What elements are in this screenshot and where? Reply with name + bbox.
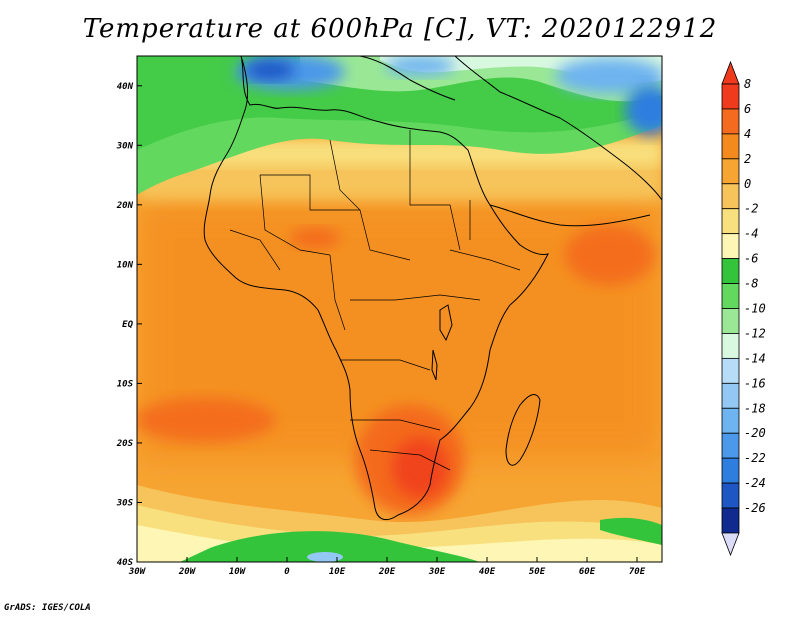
lon-tick-label: 20E (378, 567, 396, 577)
colorbar-label: -16 (744, 376, 766, 390)
colorbar-swatch (721, 507, 740, 534)
lon-tick-label: 60E (579, 567, 596, 577)
colorbar-label: 4 (744, 127, 751, 141)
colorbar-swatch (721, 308, 740, 334)
colorbar-swatch (721, 382, 740, 409)
colorbar-label: -18 (744, 401, 766, 415)
plot-frame (136, 55, 663, 563)
colorbar-swatch (721, 283, 740, 309)
colorbar-swatch (721, 407, 740, 434)
colorbar-label: -2 (744, 202, 758, 216)
colorbar-label: -10 (744, 302, 766, 316)
colorbar-swatch (721, 357, 740, 384)
colorbar-label: -14 (744, 351, 766, 365)
colorbar-swatch (721, 432, 740, 459)
colorbar-label: 0 (744, 177, 751, 191)
colorbar-label: -26 (744, 501, 766, 515)
colorbar-swatch (721, 133, 740, 160)
colorbar-arrow-top (721, 60, 740, 85)
lat-tick-label: 20S (116, 439, 134, 449)
colorbar-swatch (721, 83, 740, 110)
colorbar-label: 6 (744, 102, 751, 116)
lat-tick-label: 40N (117, 82, 134, 92)
lon-tick-label: 40E (479, 567, 496, 577)
lon-tick-label: 30E (428, 567, 446, 577)
lon-tick-label: 20W (178, 567, 197, 577)
lat-tick-label: 10N (117, 260, 134, 270)
lat-tick-label: 30N (116, 141, 134, 151)
colorbar-label: -22 (744, 451, 766, 465)
colorbar: 8 6 4 2 0 -2 -4 -6 -8 -10 -12 -14 -16 -18 -20 -22 -24 -26 (721, 60, 766, 557)
lat-tick-label: 40S (117, 558, 134, 568)
lon-tick-label: 70E (629, 567, 646, 577)
colorbar-swatch (721, 233, 740, 260)
colorbar-arrow-bottom (721, 532, 740, 557)
colorbar-swatch (721, 108, 740, 135)
coastlines (203, 56, 662, 521)
colorbar-label: 8 (744, 77, 751, 91)
colorbar-label: 2 (744, 152, 751, 166)
lat-tick-label: 10S (117, 379, 134, 389)
colorbar-label: -4 (744, 227, 758, 241)
lon-tick-label: 10W (229, 567, 247, 577)
colorbar-label: -8 (744, 277, 758, 291)
country-borders (229, 130, 521, 471)
lon-tick-label: 30W (128, 567, 147, 577)
lat-tick-label: 30S (116, 498, 134, 508)
lat-tick-label: 20N (116, 201, 134, 211)
colorbar-label: -20 (744, 426, 766, 440)
lat-tick-label: EQ (122, 320, 133, 330)
colorbar-label: -24 (744, 476, 766, 490)
colorbar-label: -12 (744, 326, 766, 340)
lon-tick-label: 50E (529, 567, 546, 577)
colorbar-swatch (721, 258, 740, 284)
colorbar-swatch (721, 457, 740, 484)
colorbar-label: -6 (744, 252, 758, 266)
credit-label: GrADS: IGES/COLA (4, 603, 91, 613)
colorbar-swatch (721, 183, 740, 210)
colorbar-swatch (721, 208, 740, 235)
colorbar-swatch (721, 333, 740, 359)
colorbar-swatch (721, 158, 740, 185)
longitude-axis: 30W 20W 10W 0 10E 20E 30E 40E 50E 60E 70E (128, 557, 646, 577)
latitude-axis: 40N 30N 20N 10N EQ 10S 20S 30S 40S (116, 82, 142, 568)
colorbar-swatch (721, 482, 740, 509)
temperature-field (137, 56, 662, 562)
lon-tick-label: 10E (329, 567, 346, 577)
chart-title: Temperature at 600hPa [C], VT: 202012291… (82, 14, 718, 44)
lon-tick-label: 0 (284, 567, 290, 577)
